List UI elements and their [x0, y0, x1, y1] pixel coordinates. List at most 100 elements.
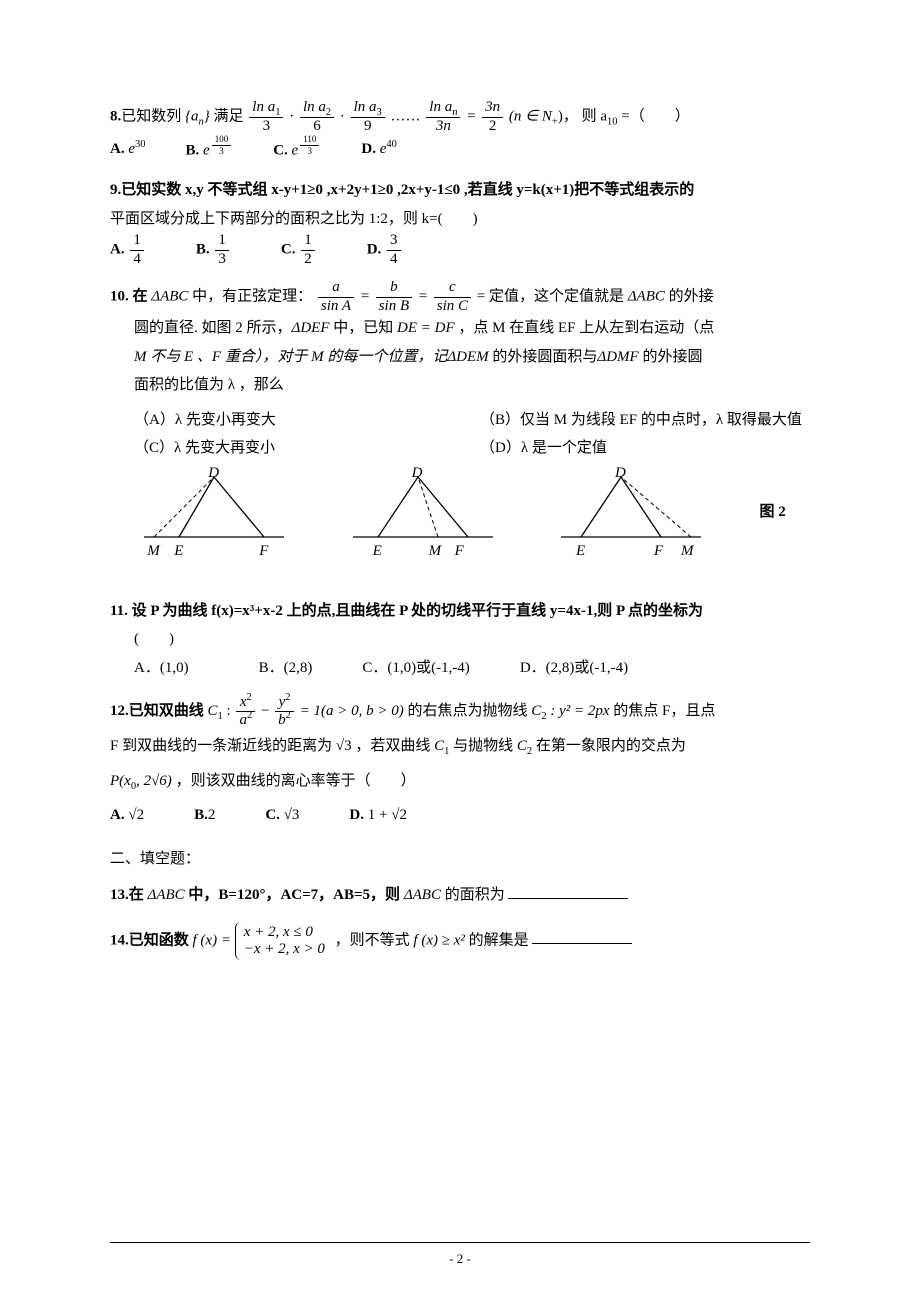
- q13-blank: [508, 883, 628, 899]
- q9-options: A. 14 B. 13 C. 12 D. 34: [110, 233, 810, 268]
- q8-f4ns: n: [452, 107, 457, 118]
- q12-hyds: 2: [286, 710, 291, 721]
- q12-line3: P(x0, 2√6) ，则该双曲线的离心率等于（ ）: [110, 764, 810, 799]
- q12-hxs: 2: [247, 692, 252, 703]
- q10-f1d: sin A: [318, 298, 354, 315]
- q8-Av: e: [128, 141, 135, 157]
- q8-tail2: =（ ）: [618, 109, 690, 125]
- q9-Af: 14: [130, 233, 144, 268]
- fig2-e-label: E: [373, 537, 382, 566]
- fig3-m-label: M: [681, 537, 694, 566]
- q9-Bd: 3: [215, 251, 229, 268]
- q8-f1d: 3: [249, 118, 283, 135]
- question-14: 14.已知函数 f (x) = x + 2, x ≤ 0 −x + 2, x >…: [110, 922, 810, 961]
- q14-cases: x + 2, x ≤ 0 −x + 2, x > 0: [235, 922, 331, 961]
- q8-Bn: 100: [212, 135, 232, 146]
- q8-C: C.: [273, 142, 288, 158]
- q10-l3b: 的外接圆面积与: [489, 349, 598, 365]
- page-footer: - 2 -: [0, 1242, 920, 1272]
- q12-C: C.: [265, 807, 280, 823]
- q8-opt-a: A. e30: [110, 135, 146, 165]
- q8-B: B.: [186, 142, 200, 158]
- q12-c2b: C: [517, 738, 527, 754]
- q12-head: 12.已知双曲线: [110, 703, 204, 719]
- q10-fig1: D M E F: [134, 467, 294, 557]
- q12-par: : y² = 2px: [550, 703, 609, 719]
- q12-l2c: 与抛物线: [453, 738, 513, 754]
- q9-opt-b: B. 13: [196, 233, 231, 268]
- q8-frac1: ln a13: [249, 100, 283, 135]
- q9-Cf: 12: [301, 233, 315, 268]
- q12-c1: C: [208, 703, 218, 719]
- q8-Bd: 3: [212, 146, 232, 156]
- q8-f2d: 6: [300, 118, 334, 135]
- q8-opt-b: B. e1003: [186, 135, 234, 165]
- q12-minus: −: [261, 703, 273, 719]
- q10-f1n: a: [318, 280, 354, 298]
- q9-Ad: 4: [130, 251, 144, 268]
- q8-f3n: ln a: [354, 99, 377, 115]
- q9-An: 1: [130, 233, 144, 251]
- q14-c1: x + 2, x ≤ 0: [244, 924, 325, 941]
- q11-opt-a: A．(1,0): [134, 654, 189, 683]
- q8-tail: 则 a: [582, 109, 607, 125]
- q9-Bf: 13: [215, 233, 229, 268]
- q12-c1bs: 1: [444, 746, 449, 757]
- q12-hxds: 2: [247, 710, 252, 721]
- q8-frac3: ln a39: [351, 100, 385, 135]
- q10-row-ab: （A）λ 先变小再变大 （B）仅当 M 为线段 EF 的中点时，λ 取得最大值: [134, 406, 810, 435]
- q8-dot1: ·: [289, 109, 294, 125]
- q12-c2s: 2: [541, 711, 546, 722]
- q9-B: B.: [196, 242, 210, 258]
- q9-Bn: 1: [215, 233, 229, 251]
- q12-opt-a: A. √2: [110, 798, 144, 833]
- q12-line2: F 到双曲线的一条渐近线的距离为 √3 ，若双曲线 C1 与抛物线 C2 在第一…: [110, 729, 810, 764]
- q10-eq2: =: [418, 289, 432, 305]
- q12-sqrt3: √3: [336, 738, 352, 754]
- fig2-d-label: D: [412, 459, 423, 488]
- q8-f3ns: 3: [377, 107, 382, 118]
- q8-text-2: 满足: [214, 109, 244, 125]
- fig1-m-label: M: [147, 537, 160, 566]
- q11-options: A．(1,0) B．(2,8) C．(1,0)或(-1,-4) D．(2,8)或…: [134, 654, 810, 683]
- q13-tri2: ΔABC: [404, 887, 441, 903]
- q12-c1b: C: [434, 738, 444, 754]
- q10-opt-d: （D）λ 是一个定值: [480, 434, 810, 463]
- q12-hxn: x: [240, 694, 247, 710]
- question-8: 8.已知数列 {an} 满足 ln a13 · ln a26 · ln a39 …: [110, 100, 810, 164]
- q10-f2: bsin B: [376, 280, 412, 315]
- q10-opt-b: （B）仅当 M 为线段 EF 的中点时，λ 取得最大值: [480, 406, 810, 435]
- q11-opt-d: D．(2,8)或(-1,-4): [520, 654, 628, 683]
- q8-frac4: ln an3n: [426, 100, 460, 135]
- q10-fig3: D E F M: [551, 467, 711, 557]
- triangle-icon: [551, 467, 711, 547]
- q8-f4n: ln a: [429, 99, 452, 115]
- q12-l3a: P(x: [110, 773, 131, 789]
- q12-Dv: 1 + √2: [368, 807, 407, 823]
- q12-c2: C: [531, 703, 541, 719]
- q8-f2n: ln a: [303, 99, 326, 115]
- q10-tri: ΔABC: [151, 289, 188, 305]
- q8-cond: (n ∈ N: [509, 109, 552, 125]
- q10-l2c: ，点 M 在直线 EF 上从左到右运动（点: [455, 320, 715, 336]
- q10-def: ΔDEF: [292, 320, 330, 336]
- q11-stem: 11. 设 P 为曲线 f(x)=x³+x-2 上的点,且曲线在 P 处的切线平…: [110, 597, 810, 626]
- q8-prefix: 8.: [110, 109, 121, 125]
- q12-Cv: √3: [284, 807, 300, 823]
- q9-Dn: 3: [387, 233, 401, 251]
- fig2-m-label: M: [429, 537, 442, 566]
- q8-Bfrac: 1003: [212, 135, 232, 157]
- q12-opt-b: B.2: [194, 798, 215, 833]
- q12-c2bs: 2: [527, 746, 532, 757]
- q12-B: B.: [194, 807, 208, 823]
- q12-mid1: 的右焦点为抛物线: [408, 703, 528, 719]
- q10-tail1: = 定值，这个定值就是: [477, 289, 624, 305]
- q8-Asup: 30: [135, 139, 146, 150]
- q10-tail2: 的外接: [669, 289, 714, 305]
- q8-f1n: ln a: [252, 99, 275, 115]
- q10-eq1: =: [360, 289, 374, 305]
- question-9: 9.已知实数 x,y 不等式组 x-y+1≥0 ,x+2y+1≥0 ,2x+y-…: [110, 176, 810, 268]
- q8-f3d: 9: [351, 118, 385, 135]
- q12-line1: 12.已知双曲线 C1 : x2a2 − y2b2 = 1(a > 0, b >…: [110, 694, 810, 729]
- q14-c: 的解集是: [469, 932, 529, 948]
